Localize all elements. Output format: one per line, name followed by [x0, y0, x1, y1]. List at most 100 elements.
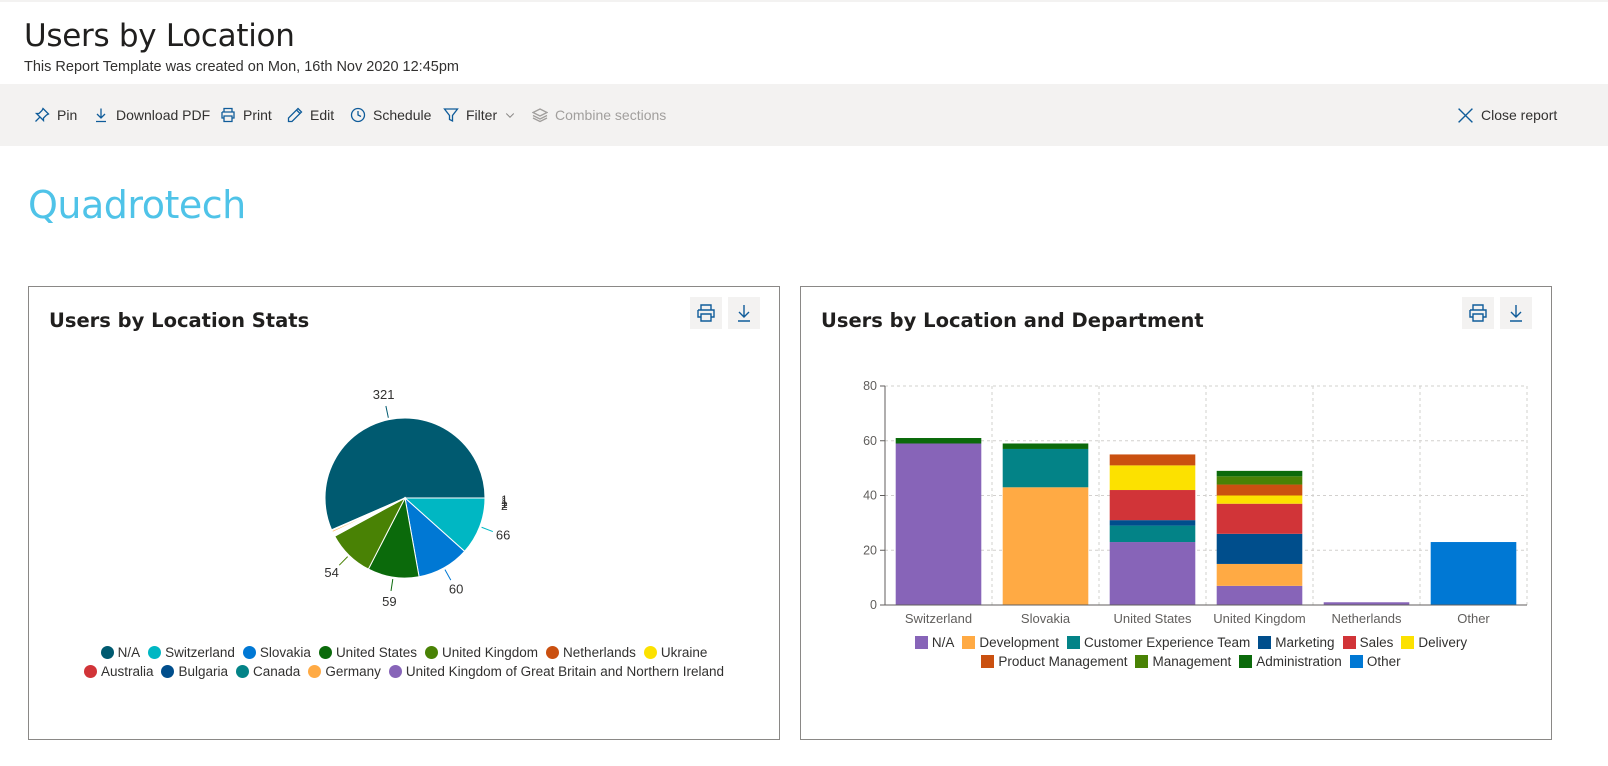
- legend-marker: [161, 665, 175, 678]
- legend-item[interactable]: Netherlands: [546, 644, 636, 661]
- legend-item[interactable]: N/A: [100, 644, 140, 661]
- filter-button[interactable]: Filter: [443, 105, 516, 125]
- legend-item[interactable]: United Kingdom: [424, 644, 539, 661]
- download-chart-button[interactable]: [728, 297, 760, 329]
- bar-segment[interactable]: [1109, 542, 1196, 605]
- legend-item[interactable]: Administration: [1239, 653, 1342, 670]
- bar-segment[interactable]: [1109, 490, 1196, 521]
- filter-label: Filter: [466, 107, 498, 123]
- download-icon: [738, 305, 750, 322]
- location-department-card: Users by Location and Department 0 20 40 60…: [800, 286, 1552, 740]
- y-tick-label: 40: [863, 489, 877, 503]
- legend-label: Ukraine: [660, 645, 708, 660]
- schedule-button[interactable]: Schedule: [350, 105, 431, 125]
- schedule-label: Schedule: [373, 107, 432, 123]
- bar-segment[interactable]: [1323, 602, 1410, 605]
- bar-segment[interactable]: [1216, 585, 1303, 605]
- legend-item[interactable]: Canada: [236, 663, 300, 680]
- pie-label-connector: [385, 405, 389, 418]
- legend-label: Netherlands: [563, 645, 636, 660]
- print-button[interactable]: Print: [220, 105, 272, 125]
- stacked-bar-chart: 0 20 40 60 80 Switzerland Slovakia United State…: [863, 379, 1528, 626]
- bar-segment[interactable]: [1109, 454, 1196, 466]
- legend-item[interactable]: Delivery: [1401, 634, 1467, 651]
- pie-slice-n-a[interactable]: [324, 417, 486, 531]
- legend-marker: [1401, 636, 1415, 649]
- legend-item[interactable]: United Kingdom of Great Britain and Nort…: [388, 663, 724, 680]
- page-title: Users by Location: [24, 18, 295, 54]
- legend-marker: [914, 636, 928, 649]
- x-tick-label: Other: [1457, 611, 1490, 626]
- download-chart-button[interactable]: [1500, 297, 1532, 329]
- pin-button[interactable]: Pin: [34, 105, 77, 125]
- legend-marker: [643, 646, 657, 659]
- bar-segment[interactable]: [1430, 542, 1517, 605]
- close-report-button[interactable]: Close report: [1457, 105, 1557, 125]
- x-tick-label: United States: [1113, 611, 1192, 626]
- bar-segment[interactable]: [1216, 503, 1303, 534]
- bar-segment[interactable]: [1109, 465, 1196, 491]
- legend-item[interactable]: Switzerland: [148, 644, 235, 661]
- bar-segment[interactable]: [1002, 448, 1089, 488]
- legend-item[interactable]: Product Management: [981, 653, 1127, 670]
- pie-label-connector: [444, 569, 452, 581]
- legend-item[interactable]: Germany: [308, 663, 381, 680]
- pie-label-connector: [390, 579, 394, 592]
- legend-label: Management: [1152, 654, 1232, 669]
- legend-item[interactable]: Sales: [1342, 634, 1393, 651]
- download-icon: [96, 108, 106, 123]
- bar-segment[interactable]: [1216, 563, 1303, 586]
- legend-label: Other: [1366, 654, 1401, 669]
- pie-data-label: 1: [501, 493, 508, 507]
- legend-item[interactable]: Other: [1349, 653, 1401, 670]
- download-pdf-button[interactable]: Download PDF: [93, 105, 210, 125]
- legend-item[interactable]: Bulgaria: [161, 663, 228, 680]
- print-chart-button[interactable]: [690, 297, 722, 329]
- x-tick-label: Switzerland: [905, 611, 972, 626]
- bar-segment[interactable]: [1216, 495, 1303, 504]
- bar-segment[interactable]: [1216, 533, 1303, 564]
- pie-data-label: 2: [501, 499, 508, 513]
- legend-item[interactable]: Ukraine: [643, 644, 708, 661]
- legend-item[interactable]: Marketing: [1258, 634, 1335, 651]
- bar-segment[interactable]: [895, 443, 982, 605]
- legend-item[interactable]: United States: [318, 644, 417, 661]
- pie-label-connector: [338, 556, 349, 566]
- legend-label: Australia: [100, 664, 154, 679]
- legend-item[interactable]: Slovakia: [242, 644, 311, 661]
- bar-segment[interactable]: [1002, 487, 1089, 605]
- pie-slice-united-kingdom-of-great-britain-and-northern-ireland[interactable]: [330, 497, 406, 532]
- pin-label: Pin: [57, 107, 78, 123]
- legend-item[interactable]: Australia: [83, 663, 154, 680]
- bar-segment[interactable]: [1109, 520, 1196, 526]
- legend-label: Switzerland: [165, 645, 235, 660]
- legend-marker: [242, 646, 256, 659]
- legend-item[interactable]: Customer Experience Team: [1066, 634, 1250, 651]
- print-chart-button[interactable]: [1462, 297, 1494, 329]
- edit-label: Edit: [310, 107, 335, 123]
- close-report-label: Close report: [1481, 107, 1558, 123]
- legend-item[interactable]: N/A: [914, 634, 955, 651]
- x-tick-label: Netherlands: [1331, 611, 1402, 626]
- legend-label: Administration: [1256, 654, 1342, 669]
- legend-item[interactable]: Management: [1135, 653, 1231, 670]
- bar-segment[interactable]: [1216, 484, 1303, 496]
- legend-label: Product Management: [998, 654, 1128, 669]
- pin-icon: [34, 107, 50, 123]
- bar-segment[interactable]: [1109, 525, 1196, 543]
- bar-segment[interactable]: [1216, 470, 1303, 477]
- legend-marker: [981, 655, 995, 668]
- legend-item[interactable]: Development: [962, 634, 1059, 651]
- legend-label: Slovakia: [259, 645, 311, 660]
- bar-segment[interactable]: [1216, 476, 1303, 485]
- combine-sections-button[interactable]: Combine sections: [532, 105, 666, 125]
- legend-label: Marketing: [1275, 635, 1335, 650]
- bar-segment[interactable]: [895, 438, 982, 444]
- legend-marker: [148, 646, 162, 659]
- pie-data-label: 54: [324, 565, 338, 580]
- bar-segment[interactable]: [1002, 443, 1089, 449]
- edit-button[interactable]: Edit: [287, 105, 334, 125]
- legend-label: United Kingdom: [441, 645, 539, 660]
- legend-label: N/A: [931, 635, 955, 650]
